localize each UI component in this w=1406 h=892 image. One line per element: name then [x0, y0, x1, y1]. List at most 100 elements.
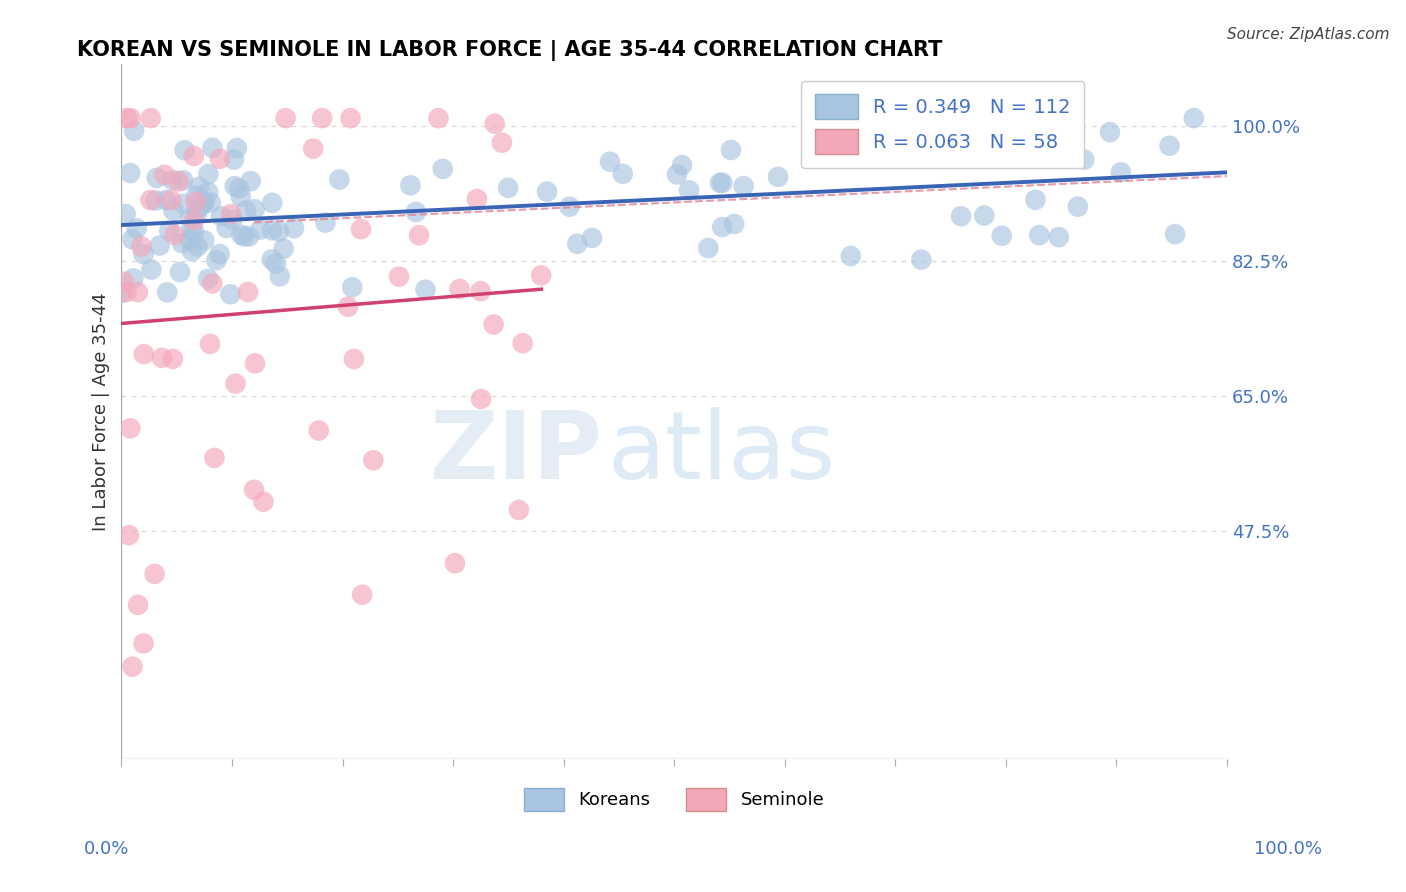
Point [186, 188, 208, 202]
Point [180, 222, 202, 236]
Text: KOREAN VS SEMINOLE IN LABOR FORCE | AGE 35-44 CORRELATION CHART: KOREAN VS SEMINOLE IN LABOR FORCE | AGE … [77, 40, 942, 62]
Point [238, 229, 260, 244]
Point [150, 351, 173, 365]
Point [235, 203, 257, 218]
Point [172, 197, 194, 211]
Point [264, 257, 287, 271]
Point [129, 239, 152, 253]
Point [399, 178, 422, 193]
Point [388, 269, 411, 284]
Point [143, 566, 166, 581]
Point [224, 179, 246, 194]
Point [197, 167, 219, 181]
Point [252, 494, 274, 508]
Point [405, 205, 427, 219]
Point [222, 153, 245, 167]
Point [191, 196, 214, 211]
Point [343, 351, 366, 366]
Point [678, 183, 700, 197]
Point [121, 659, 143, 673]
Point [160, 193, 183, 207]
Point [508, 503, 530, 517]
Point [183, 213, 205, 227]
Point [671, 158, 693, 172]
Point [491, 136, 513, 150]
Point [118, 528, 141, 542]
Point [342, 280, 364, 294]
Point [484, 117, 506, 131]
Point [122, 124, 145, 138]
Text: atlas: atlas [607, 408, 837, 500]
Point [156, 285, 179, 300]
Text: 100.0%: 100.0% [1254, 840, 1322, 858]
Point [200, 195, 222, 210]
Point [208, 247, 231, 261]
Point [162, 203, 184, 218]
Point [197, 185, 219, 199]
Point [1004, 148, 1026, 162]
Point [179, 211, 201, 225]
Point [273, 242, 295, 256]
Point [567, 236, 589, 251]
Point [169, 265, 191, 279]
Point [1047, 230, 1070, 244]
Point [228, 181, 250, 195]
Point [894, 111, 917, 125]
Point [950, 209, 973, 223]
Point [201, 141, 224, 155]
Y-axis label: In Labor Force | Age 35-44: In Labor Force | Age 35-44 [93, 293, 110, 531]
Point [201, 277, 224, 291]
Point [697, 241, 720, 255]
Point [183, 225, 205, 239]
Point [187, 239, 209, 253]
Point [311, 111, 333, 125]
Point [167, 174, 190, 188]
Point [1073, 153, 1095, 167]
Point [449, 282, 471, 296]
Point [198, 337, 221, 351]
Point [496, 181, 519, 195]
Point [720, 143, 742, 157]
Point [314, 216, 336, 230]
Point [1025, 130, 1047, 145]
Point [612, 167, 634, 181]
Point [224, 376, 246, 391]
Point [339, 111, 361, 125]
Point [132, 347, 155, 361]
Point [186, 208, 208, 222]
Text: Source: ZipAtlas.com: Source: ZipAtlas.com [1226, 27, 1389, 42]
Point [249, 222, 271, 236]
Point [209, 209, 232, 223]
Text: ZIP: ZIP [429, 408, 602, 500]
Point [139, 193, 162, 207]
Point [432, 161, 454, 176]
Point [512, 336, 534, 351]
Point [408, 228, 430, 243]
Point [229, 189, 252, 203]
Point [536, 185, 558, 199]
Point [337, 300, 360, 314]
Legend: Koreans, Seminole: Koreans, Seminole [515, 779, 834, 820]
Point [711, 220, 734, 235]
Point [262, 195, 284, 210]
Point [219, 287, 242, 301]
Point [120, 166, 142, 180]
Point [302, 142, 325, 156]
Point [328, 172, 350, 186]
Point [225, 141, 247, 155]
Point [112, 275, 135, 289]
Point [193, 234, 215, 248]
Point [1039, 136, 1062, 150]
Point [179, 233, 201, 247]
Point [262, 223, 284, 237]
Point [444, 556, 467, 570]
Point [274, 111, 297, 125]
Point [132, 247, 155, 261]
Point [243, 356, 266, 370]
Point [239, 174, 262, 188]
Point [1159, 138, 1181, 153]
Point [173, 143, 195, 157]
Point [111, 285, 134, 300]
Point [470, 284, 492, 298]
Point [1109, 165, 1132, 179]
